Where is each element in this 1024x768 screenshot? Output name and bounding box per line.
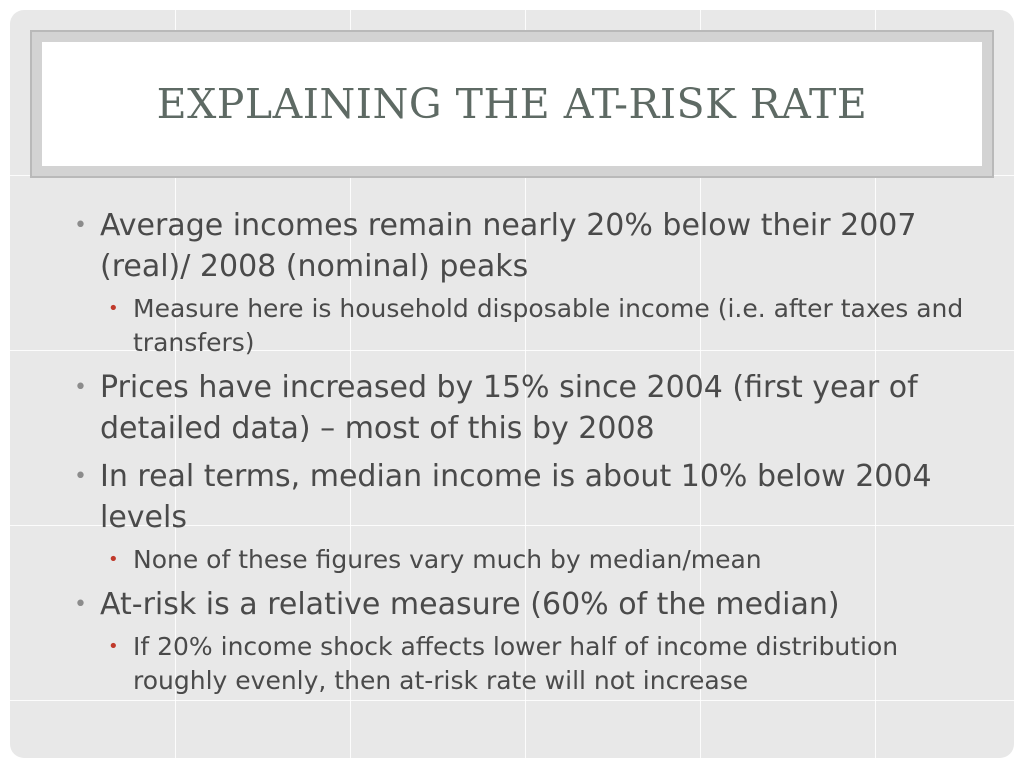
bullet-text: Average incomes remain nearly 20% below … <box>100 208 917 284</box>
sub-bullet-icon: • <box>108 298 119 319</box>
bullet-icon: • <box>74 464 87 489</box>
bullet-item: • Prices have increased by 15% since 200… <box>70 367 970 449</box>
title-frame: EXPLAINING THE AT-RISK RATE <box>30 30 994 178</box>
sub-bullet-icon: • <box>108 549 119 570</box>
sub-bullet-text: Measure here is household disposable inc… <box>133 294 964 357</box>
bullet-item: • In real terms, median income is about … <box>70 456 970 538</box>
sub-bullet-item: • None of these figures vary much by med… <box>70 543 970 577</box>
slide-title: EXPLAINING THE AT-RISK RATE <box>156 80 868 128</box>
bullet-icon: • <box>74 213 87 238</box>
bullet-text: At-risk is a relative measure (60% of th… <box>100 587 840 622</box>
bullet-list: • Average incomes remain nearly 20% belo… <box>70 205 970 705</box>
sub-bullet-icon: • <box>108 636 119 657</box>
bullet-item: • Average incomes remain nearly 20% belo… <box>70 205 970 287</box>
sub-bullet-text: If 20% income shock affects lower half o… <box>133 632 899 695</box>
slide: EXPLAINING THE AT-RISK RATE • Average in… <box>10 10 1014 758</box>
title-box: EXPLAINING THE AT-RISK RATE <box>42 42 982 166</box>
sub-bullet-text: None of these figures vary much by media… <box>133 545 762 574</box>
bullet-icon: • <box>74 592 87 617</box>
bullet-text: In real terms, median income is about 10… <box>100 459 932 535</box>
bullet-icon: • <box>74 375 87 400</box>
bullet-text: Prices have increased by 15% since 2004 … <box>100 370 918 446</box>
sub-bullet-item: • If 20% income shock affects lower half… <box>70 630 970 698</box>
bullet-item: • At-risk is a relative measure (60% of … <box>70 584 970 625</box>
sub-bullet-item: • Measure here is household disposable i… <box>70 292 970 360</box>
